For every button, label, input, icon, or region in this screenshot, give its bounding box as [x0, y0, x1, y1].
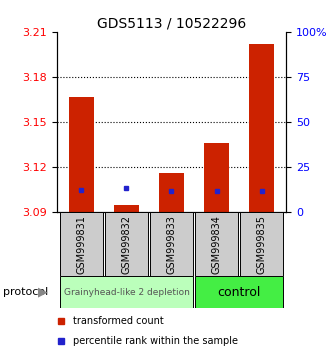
Text: GSM999831: GSM999831 [76, 215, 86, 274]
Bar [249, 44, 274, 212]
Bar [105, 212, 148, 276]
Title: GDS5113 / 10522296: GDS5113 / 10522296 [97, 17, 246, 31]
Text: Grainyhead-like 2 depletion: Grainyhead-like 2 depletion [64, 287, 189, 297]
Text: transformed count: transformed count [73, 316, 164, 326]
Bar [195, 212, 238, 276]
Bar [60, 212, 103, 276]
Text: GSM999835: GSM999835 [257, 215, 267, 274]
Bar [159, 173, 184, 212]
Text: GSM999833: GSM999833 [166, 215, 176, 274]
Text: GSM999832: GSM999832 [122, 215, 132, 274]
Bar [60, 276, 193, 308]
Bar [204, 143, 229, 212]
Bar [114, 205, 139, 212]
Bar [240, 212, 283, 276]
Bar [69, 97, 94, 212]
Text: GSM999834: GSM999834 [211, 215, 221, 274]
Text: ▶: ▶ [38, 286, 47, 298]
Text: protocol: protocol [3, 287, 49, 297]
Bar [195, 276, 283, 308]
Text: control: control [217, 286, 261, 298]
Text: percentile rank within the sample: percentile rank within the sample [73, 336, 238, 346]
Bar [150, 212, 193, 276]
